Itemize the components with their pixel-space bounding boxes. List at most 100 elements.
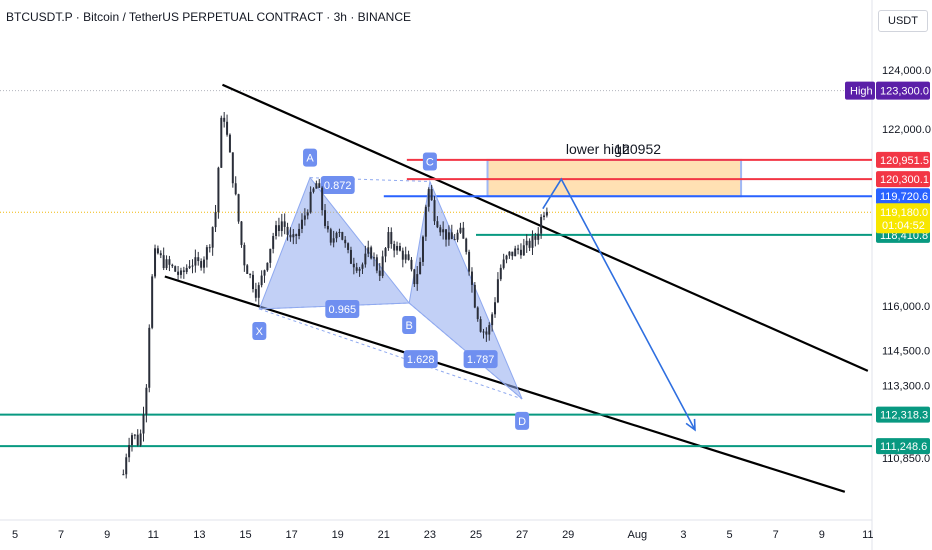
time-tick-label: 9 — [819, 529, 825, 541]
level-tag-0: 120,951.5 — [876, 151, 930, 168]
level-tag-4-text: 112,318.3 — [880, 410, 928, 422]
zone-rect — [486, 158, 743, 198]
arrow-head-icon — [685, 418, 696, 432]
candle-body — [537, 233, 540, 240]
point-label-d: D — [515, 411, 530, 430]
candle-body — [324, 210, 327, 226]
candle-body — [344, 239, 347, 244]
candle-body — [424, 206, 427, 237]
time-tick-label: 11 — [862, 529, 873, 541]
ratio-label-2-text: 1.628 — [407, 354, 435, 366]
ratio-label-1-bg — [325, 299, 360, 318]
countdown-value: 01:04:52 — [882, 220, 925, 232]
point-label-a-bg — [303, 148, 318, 167]
pattern-ratio-line — [259, 308, 523, 400]
candle-body — [488, 325, 491, 335]
projection-path — [542, 177, 696, 431]
candle-body — [421, 236, 424, 262]
time-tick-label: Aug — [628, 529, 648, 541]
candle-body — [517, 248, 520, 250]
level-tag-1: 120,300.1 — [876, 171, 930, 188]
candle-body — [277, 225, 280, 232]
candle-body — [203, 259, 206, 268]
annotation-0: lower high — [566, 141, 630, 157]
candle-body — [450, 232, 453, 240]
level-tag-5: 111,248.6 — [876, 438, 930, 455]
candle-body — [162, 255, 165, 269]
candle-body — [338, 232, 341, 234]
candle-body — [525, 240, 528, 246]
level-tag-5-text: 111,248.6 — [880, 441, 927, 453]
ratio-label-2-bg — [403, 350, 438, 369]
candle-body — [249, 273, 252, 275]
candle-body — [269, 248, 272, 263]
candle-body — [254, 289, 257, 298]
current-price-tag — [876, 203, 930, 234]
candle-body — [335, 232, 338, 239]
candle-body — [542, 215, 545, 218]
candle-body — [413, 269, 416, 285]
candle-body — [211, 227, 214, 248]
candle-body — [373, 257, 376, 259]
ratio-label-3-text: 1.787 — [467, 354, 495, 366]
candle-body — [315, 183, 318, 189]
ratio-label-3-bg — [463, 350, 498, 369]
candle-body — [174, 266, 177, 272]
candle-body — [156, 248, 159, 254]
level-tag-2: 119,720.6 — [876, 188, 930, 205]
candle-body — [251, 274, 254, 290]
point-label-c: C — [422, 152, 437, 171]
candle-body — [361, 264, 364, 269]
candle-body — [398, 245, 401, 251]
candle-body — [185, 267, 188, 272]
annotation-1: 120952 — [614, 141, 661, 157]
time-tick-label: 7 — [58, 529, 64, 541]
level-tag-1-text: 120,300.1 — [880, 174, 929, 186]
time-tick-label: 15 — [239, 529, 251, 541]
candle-body — [142, 414, 145, 434]
candle-body — [223, 117, 226, 122]
price-tick-label: 124,000.0 — [882, 65, 931, 77]
candle-body — [228, 134, 231, 153]
price-tick-label: 122,000.0 — [882, 124, 931, 136]
candle-body — [188, 266, 191, 268]
high-price-text: 123,300.0 — [880, 86, 929, 98]
projection-arrow — [542, 177, 696, 432]
level-lines — [0, 158, 872, 448]
candle-body — [272, 236, 275, 249]
candle-body — [179, 270, 182, 275]
candle-body — [468, 251, 471, 272]
level-tag-4-bg — [876, 406, 930, 423]
current-price-value: 119,180.0 — [880, 207, 928, 219]
candle-body — [499, 267, 502, 280]
candle-body — [154, 248, 157, 277]
candle-body — [128, 445, 131, 458]
candle-body — [234, 183, 237, 195]
point-label-b-bg — [402, 316, 417, 335]
resistance-zone — [486, 158, 743, 198]
candle-body — [145, 387, 148, 415]
candle-body — [427, 189, 430, 207]
candle-body — [511, 251, 514, 257]
candle-body — [476, 307, 479, 320]
currency-button[interactable]: USDT — [878, 10, 928, 32]
candle-body — [200, 261, 203, 268]
time-tick-label: 17 — [285, 529, 297, 541]
candle-body — [298, 228, 301, 236]
ratio-label-1-text: 0.965 — [329, 304, 357, 316]
candle-body — [246, 265, 249, 274]
symbol-title: BTCUSDT.P · Bitcoin / TetherUS PERPETUAL… — [6, 10, 411, 24]
candle-body — [341, 232, 344, 240]
candle-body — [534, 236, 537, 240]
candle-body — [401, 250, 404, 260]
candle-body — [439, 227, 442, 233]
candle-body — [159, 253, 162, 256]
point-label-b: B — [402, 316, 417, 335]
candle-body — [491, 314, 494, 326]
point-label-c-bg — [422, 152, 437, 171]
candle-body — [243, 244, 246, 266]
candle-body — [263, 270, 266, 276]
candle-body — [465, 238, 468, 252]
